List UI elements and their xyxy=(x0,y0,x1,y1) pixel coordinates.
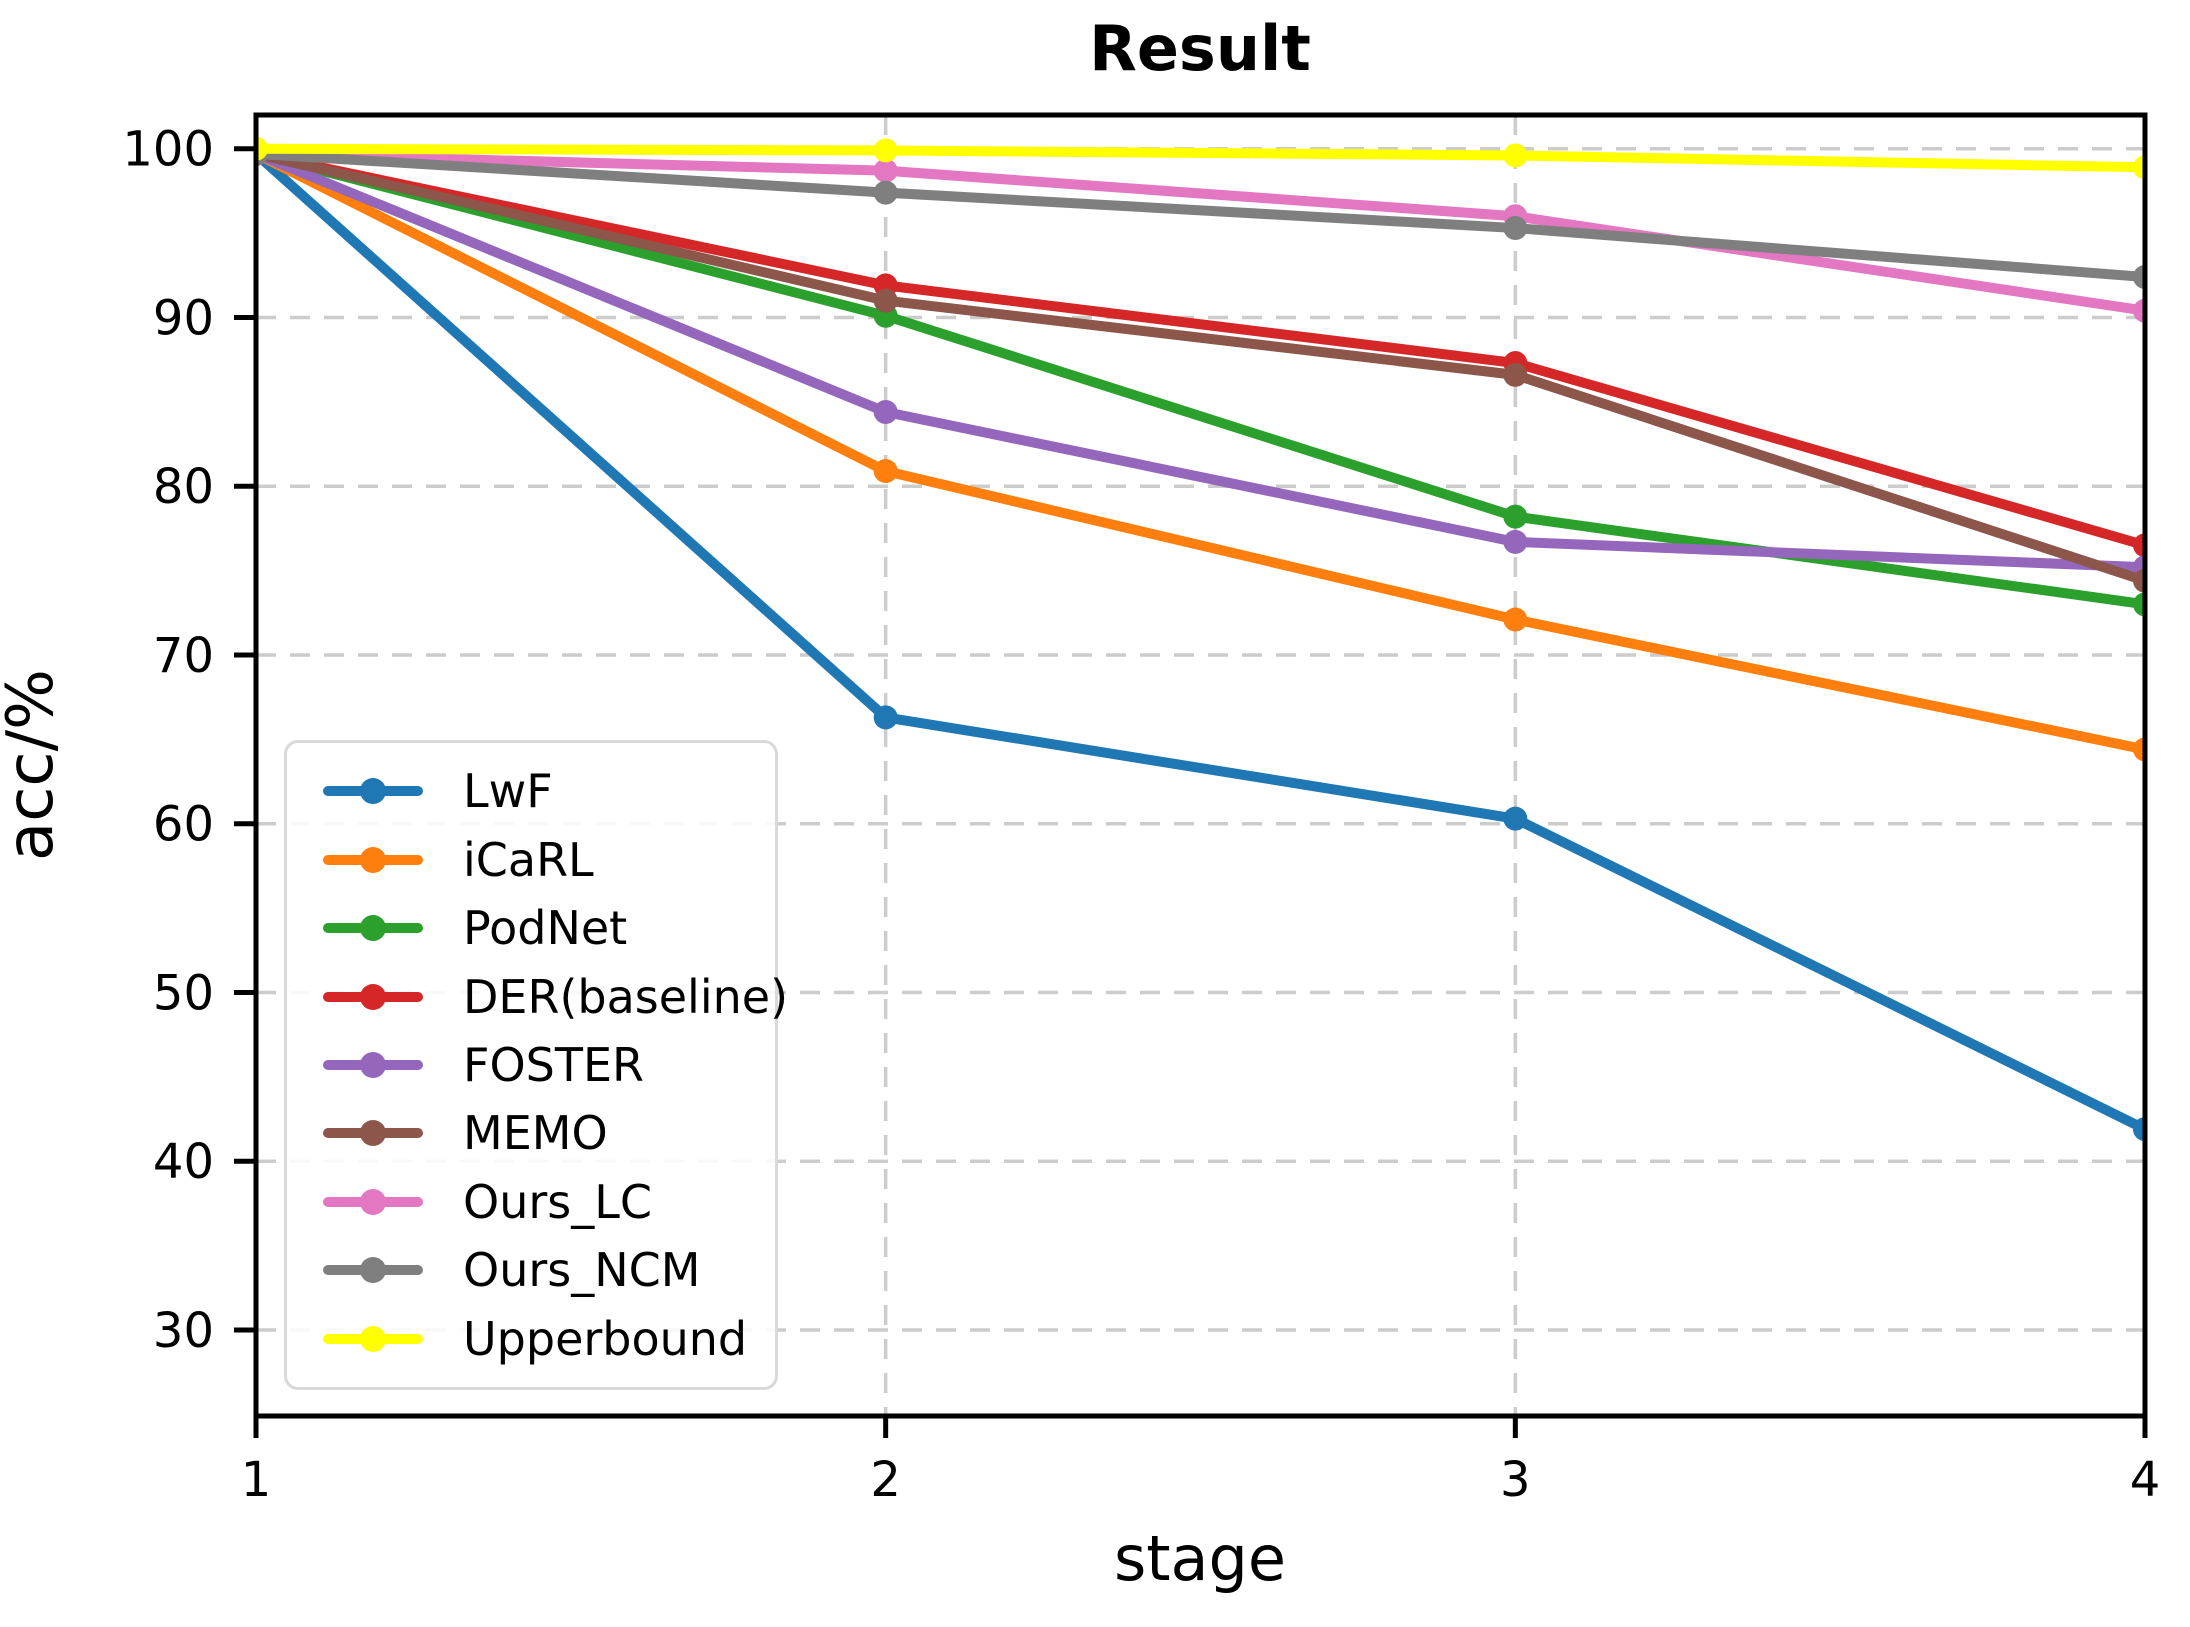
series-line-Ours_NCM xyxy=(256,148,2145,282)
series-line-FOSTER xyxy=(256,148,2145,573)
series-line-DER(baseline) xyxy=(256,148,2145,551)
legend-swatch-marker xyxy=(360,778,386,805)
legend: LwF iCaRL PodNet DER(baseline) FOSTER MEMO Our… xyxy=(284,740,788,1390)
series-line-iCaRL xyxy=(256,148,2145,755)
data-point-iCaRL xyxy=(2133,737,2145,762)
legend-item-PodNet: PodNet xyxy=(323,905,765,951)
data-point-FOSTER xyxy=(873,399,898,424)
series-line-LwF xyxy=(256,148,2145,1135)
data-point-FOSTER xyxy=(1503,529,1528,554)
y-tick-label: 60 xyxy=(153,797,214,853)
data-point-MEMO xyxy=(873,288,898,313)
data-point-Upperbound xyxy=(256,136,268,161)
data-point-Ours_NCM xyxy=(873,180,898,205)
legend-label: LwF xyxy=(463,764,553,819)
data-point-iCaRL xyxy=(873,459,898,484)
legend-swatch-line xyxy=(323,1188,423,1215)
data-point-Upperbound xyxy=(2133,155,2145,180)
chart-title: Result xyxy=(1089,12,1311,85)
series-layer xyxy=(256,136,2145,1142)
data-point-LwF xyxy=(873,705,898,730)
legend-label: Upperbound xyxy=(463,1311,748,1366)
legend-swatch-line xyxy=(323,1325,423,1352)
legend-label: iCaRL xyxy=(463,832,594,887)
axes-border xyxy=(253,112,2148,1419)
y-axis-label: acc/% xyxy=(0,669,68,861)
data-point-LwF xyxy=(2133,1117,2145,1142)
legend-swatch-marker xyxy=(360,1257,386,1284)
data-point-LwF xyxy=(1503,806,1528,831)
legend-swatch-line xyxy=(323,915,423,942)
legend-label: DER(baseline) xyxy=(463,969,789,1024)
x-tick-label: 4 xyxy=(2130,1452,2161,1508)
series-line-MEMO xyxy=(256,148,2145,586)
y-tick-label: 40 xyxy=(153,1134,214,1190)
y-tick-label: 90 xyxy=(153,290,214,346)
legend-swatch-marker xyxy=(360,915,386,942)
data-point-MEMO xyxy=(1503,362,1528,387)
data-point-DER(baseline) xyxy=(2133,533,2145,558)
x-axis-label: stage xyxy=(1114,1522,1286,1595)
legend-item-Ours_NCM: Ours_NCM xyxy=(323,1247,765,1293)
data-point-Ours_LC xyxy=(873,158,898,183)
data-point-Upperbound xyxy=(1503,143,1528,168)
legend-item-LwF: LwF xyxy=(323,768,765,814)
legend-label: Ours_NCM xyxy=(463,1243,701,1298)
legend-item-FOSTER: FOSTER xyxy=(323,1042,765,1088)
legend-label: Ours_LC xyxy=(463,1174,652,1229)
data-point-Ours_LC xyxy=(2133,298,2145,323)
x-tick-label: 3 xyxy=(1500,1452,1531,1508)
data-point-PodNet xyxy=(1503,504,1528,529)
legend-swatch-line xyxy=(323,1051,423,1078)
legend-label: PodNet xyxy=(463,901,628,956)
legend-swatch-line xyxy=(323,1257,423,1284)
y-tick-label: 80 xyxy=(153,459,214,515)
data-point-Upperbound xyxy=(873,138,898,163)
legend-swatch-line xyxy=(323,1120,423,1147)
legend-label: FOSTER xyxy=(463,1037,644,1092)
series-line-PodNet xyxy=(256,148,2145,610)
x-tick-label: 1 xyxy=(241,1452,272,1508)
legend-item-Ours_LC: Ours_LC xyxy=(323,1179,765,1225)
legend-item-DER(baseline): DER(baseline) xyxy=(323,974,788,1020)
legend-swatch-marker xyxy=(360,1120,386,1147)
data-point-iCaRL xyxy=(1503,607,1528,632)
axes-layer: 30 40 50 60 70 80 90 100 1 2 3 4 xyxy=(122,112,2161,1508)
data-point-MEMO xyxy=(2133,568,2145,593)
y-tick-label: 100 xyxy=(122,122,214,178)
legend-swatch-marker xyxy=(360,1188,386,1215)
legend-item-iCaRL: iCaRL xyxy=(323,837,765,883)
legend-item-MEMO: MEMO xyxy=(323,1110,765,1156)
y-tick-label: 30 xyxy=(153,1303,214,1359)
data-point-PodNet xyxy=(2133,592,2145,617)
legend-swatch-line xyxy=(323,983,423,1010)
y-tick-label: 50 xyxy=(153,965,214,1021)
legend-item-Upperbound: Upperbound xyxy=(323,1316,765,1362)
series-line-Upperbound xyxy=(256,143,2145,173)
series-line-Ours_LC xyxy=(256,148,2145,316)
legend-swatch-line xyxy=(323,778,423,805)
legend-swatch-marker xyxy=(360,983,386,1010)
y-tick-label: 70 xyxy=(153,628,214,684)
legend-swatch-marker xyxy=(360,1325,386,1352)
legend-swatch-marker xyxy=(360,1051,386,1078)
legend-label: MEMO xyxy=(463,1106,608,1161)
x-tick-label: 2 xyxy=(870,1452,901,1508)
legend-swatch-marker xyxy=(360,846,386,873)
legend-swatch-line xyxy=(323,846,423,873)
data-point-Ours_NCM xyxy=(1503,216,1528,241)
data-point-Ours_NCM xyxy=(2133,264,2145,289)
